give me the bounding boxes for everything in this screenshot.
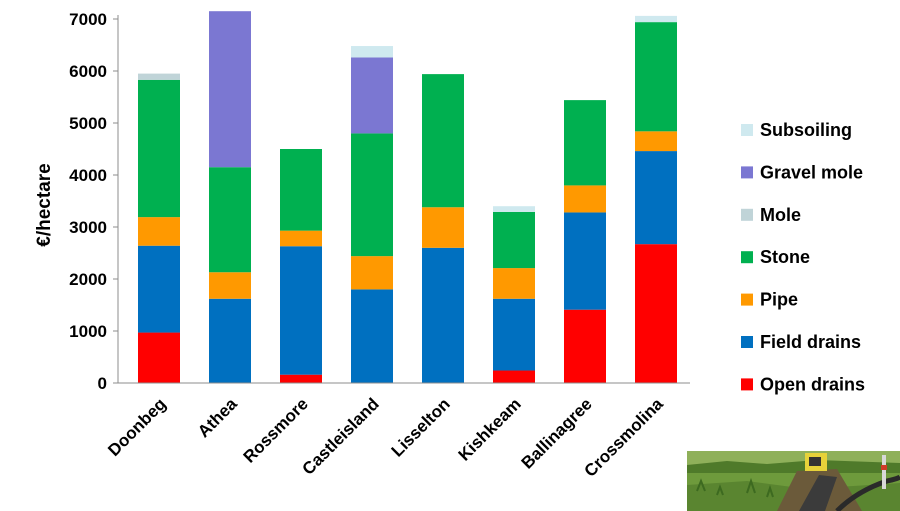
bar-segment-pipe — [351, 256, 393, 290]
bar-segment-gravel-mole — [209, 11, 251, 168]
legend-swatch — [741, 124, 753, 136]
y-tick-label: 4000 — [69, 166, 107, 185]
bar-segment-field-drains — [422, 247, 464, 383]
bar-segment-field-drains — [564, 212, 606, 310]
bar-segment-field-drains — [635, 151, 677, 245]
bar-segment-field-drains — [138, 245, 180, 333]
x-tick-label: Castleisland — [299, 394, 383, 478]
bar-segment-pipe — [138, 217, 180, 246]
y-tick-label: 1000 — [69, 322, 107, 341]
legend-label: Stone — [760, 247, 810, 267]
legend-label: Gravel mole — [760, 162, 863, 182]
y-axis: 0 1000 2000 3000 4000 5000 6000 7000 — [69, 10, 119, 393]
bar-segment-mole — [138, 73, 180, 80]
bar-segment-subsoiling — [493, 206, 535, 212]
y-axis-label: €/hectare — [34, 163, 55, 246]
bar-segment-open-drains — [280, 374, 322, 383]
bar-segment-open-drains — [564, 309, 606, 383]
legend-swatch — [741, 208, 753, 221]
bars — [138, 11, 677, 383]
legend-swatch — [741, 166, 753, 179]
y-tick-label: 6000 — [69, 62, 107, 81]
bar-segment-field-drains — [209, 298, 251, 383]
x-tick-label: Ballinagree — [518, 394, 596, 472]
bar-segment-pipe — [280, 230, 322, 247]
bar-segment-field-drains — [493, 298, 535, 371]
bar-segment-stone — [493, 211, 535, 269]
bar-segment-stone — [351, 133, 393, 257]
y-tick-label: 2000 — [69, 270, 107, 289]
bar-segment-open-drains — [635, 244, 677, 383]
bar-segment-open-drains — [138, 332, 180, 383]
x-tick-label: Kishkeam — [455, 394, 525, 464]
y-tick-label: 7000 — [69, 10, 107, 29]
bar-segment-field-drains — [351, 289, 393, 383]
bar-segment-pipe — [635, 131, 677, 152]
x-tick-label: Doonbeg — [104, 394, 170, 460]
x-tick-label: Lisselton — [388, 394, 454, 460]
bar-segment-gravel-mole — [351, 57, 393, 134]
x-tick-label: Rossmore — [240, 394, 312, 466]
bar-segment-open-drains — [493, 370, 535, 383]
legend-swatch — [741, 336, 753, 348]
photo-image — [687, 451, 900, 511]
legend-label: Open drains — [760, 374, 865, 394]
legend-swatch — [741, 378, 753, 391]
legend-label: Mole — [760, 205, 801, 225]
bar-segment-subsoiling — [635, 15, 677, 23]
x-tick-label: Athea — [194, 394, 241, 441]
bar-segment-pipe — [422, 207, 464, 248]
legend-swatch — [741, 251, 753, 264]
bar-segment-stone — [209, 167, 251, 273]
y-tick-label: 3000 — [69, 218, 107, 237]
legend-label: Subsoiling — [760, 120, 852, 140]
bar-segment-pipe — [209, 272, 251, 299]
bar-segment-stone — [138, 79, 180, 218]
bar-segment-stone — [422, 74, 464, 208]
bar-segment-subsoiling — [351, 46, 393, 58]
legend-swatch — [741, 293, 753, 306]
y-tick-label: 5000 — [69, 114, 107, 133]
bar-segment-stone — [280, 149, 322, 231]
bar-segment-pipe — [493, 268, 535, 299]
bar-segment-pipe — [564, 185, 606, 213]
bar-segment-field-drains — [280, 246, 322, 375]
y-tick-label: 0 — [98, 374, 107, 393]
bar-segment-stone — [564, 100, 606, 186]
legend-label: Field drains — [760, 332, 861, 352]
legend: Subsoiling Gravel mole Mole Stone Pipe Field … — [741, 120, 865, 394]
legend-label: Pipe — [760, 290, 798, 310]
bar-segment-stone — [635, 22, 677, 132]
field-drainage-photo — [687, 451, 900, 511]
